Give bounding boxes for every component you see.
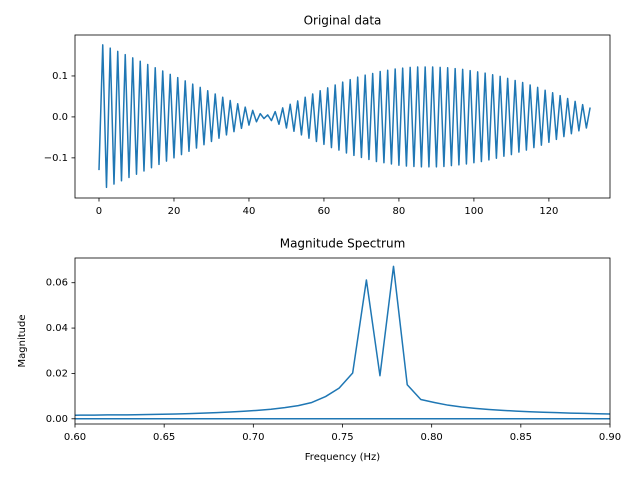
axes-frame <box>74 34 611 199</box>
x-tick-label: 60 <box>318 206 331 217</box>
plot-area <box>75 35 610 198</box>
x-tick-label: 0.70 <box>242 432 264 443</box>
x-tick-label: 20 <box>168 206 181 217</box>
x-tick-label: 100 <box>464 206 483 217</box>
plot-data <box>75 265 610 420</box>
subplot: 0 20 40 60 80 100 120 −0.1 0.0 0.1 Original data <box>44 14 611 217</box>
x-tick-label: 0.60 <box>64 432 86 443</box>
data-line <box>98 44 591 189</box>
data-line <box>75 265 610 416</box>
plot-area <box>75 258 610 424</box>
x-axis-label: Frequency (Hz) <box>305 452 381 463</box>
chart-title: Magnitude Spectrum <box>280 237 406 251</box>
y-tick-label: 0.1 <box>52 71 68 82</box>
y-tick-label: 0.0 <box>52 112 68 123</box>
plot-data <box>98 44 591 189</box>
x-tick-label: 120 <box>539 206 558 217</box>
x-tick-label: 0.65 <box>153 432 175 443</box>
x-tick-label: 80 <box>393 206 406 217</box>
chart-title: Original data <box>304 14 382 28</box>
y-tick-label: 0.02 <box>46 368 68 379</box>
y-tick-label: 0.04 <box>46 323 68 334</box>
subplot: 0.60 0.65 0.70 0.75 0.80 0.85 0.90 0.00 0.02 0.04… <box>17 237 621 464</box>
x-tick-label: 0.75 <box>331 432 353 443</box>
y-tick-label: 0.06 <box>46 278 68 289</box>
x-tick-label: 0 <box>96 206 102 217</box>
x-tick-label: 0.90 <box>599 432 621 443</box>
y-tick-label: 0.00 <box>46 414 68 425</box>
x-tick-label: 0.85 <box>510 432 532 443</box>
y-tick-label: −0.1 <box>44 153 68 164</box>
y-axis-label: Magnitude <box>17 315 28 368</box>
x-tick-label: 0.80 <box>421 432 443 443</box>
x-tick-label: 40 <box>243 206 256 217</box>
